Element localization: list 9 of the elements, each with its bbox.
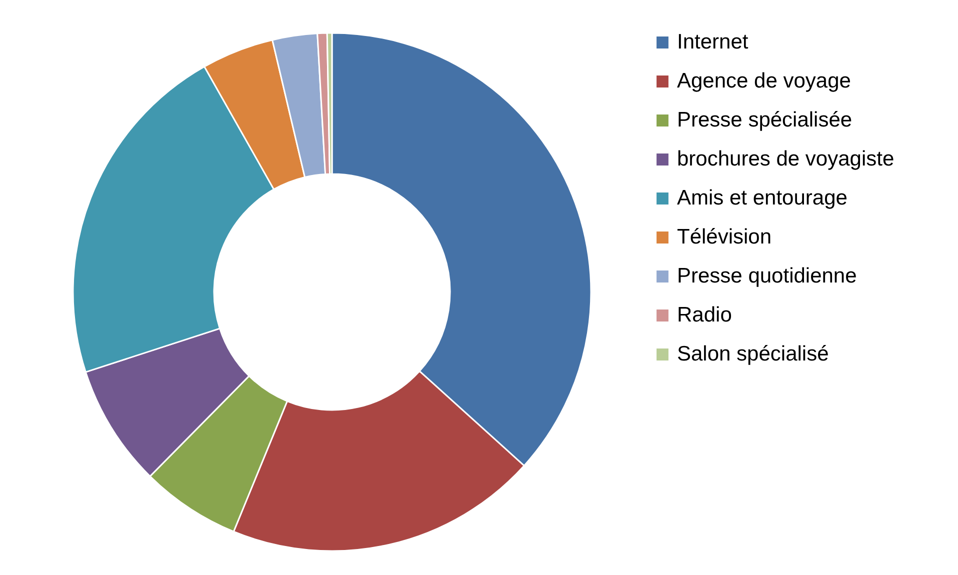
legend-label: Presse spécialisée <box>677 108 852 132</box>
legend-label: Presse quotidienne <box>677 264 857 288</box>
legend-label: Internet <box>677 30 748 54</box>
legend-label: brochures de voyagiste <box>677 148 894 170</box>
legend-label: Radio <box>677 304 732 326</box>
legend-label: Télévision <box>677 226 772 248</box>
legend-label: Amis et entourage <box>677 186 848 210</box>
legend-label: Salon spécialisé <box>677 342 829 366</box>
legend-label: Agence de voyage <box>677 70 851 92</box>
